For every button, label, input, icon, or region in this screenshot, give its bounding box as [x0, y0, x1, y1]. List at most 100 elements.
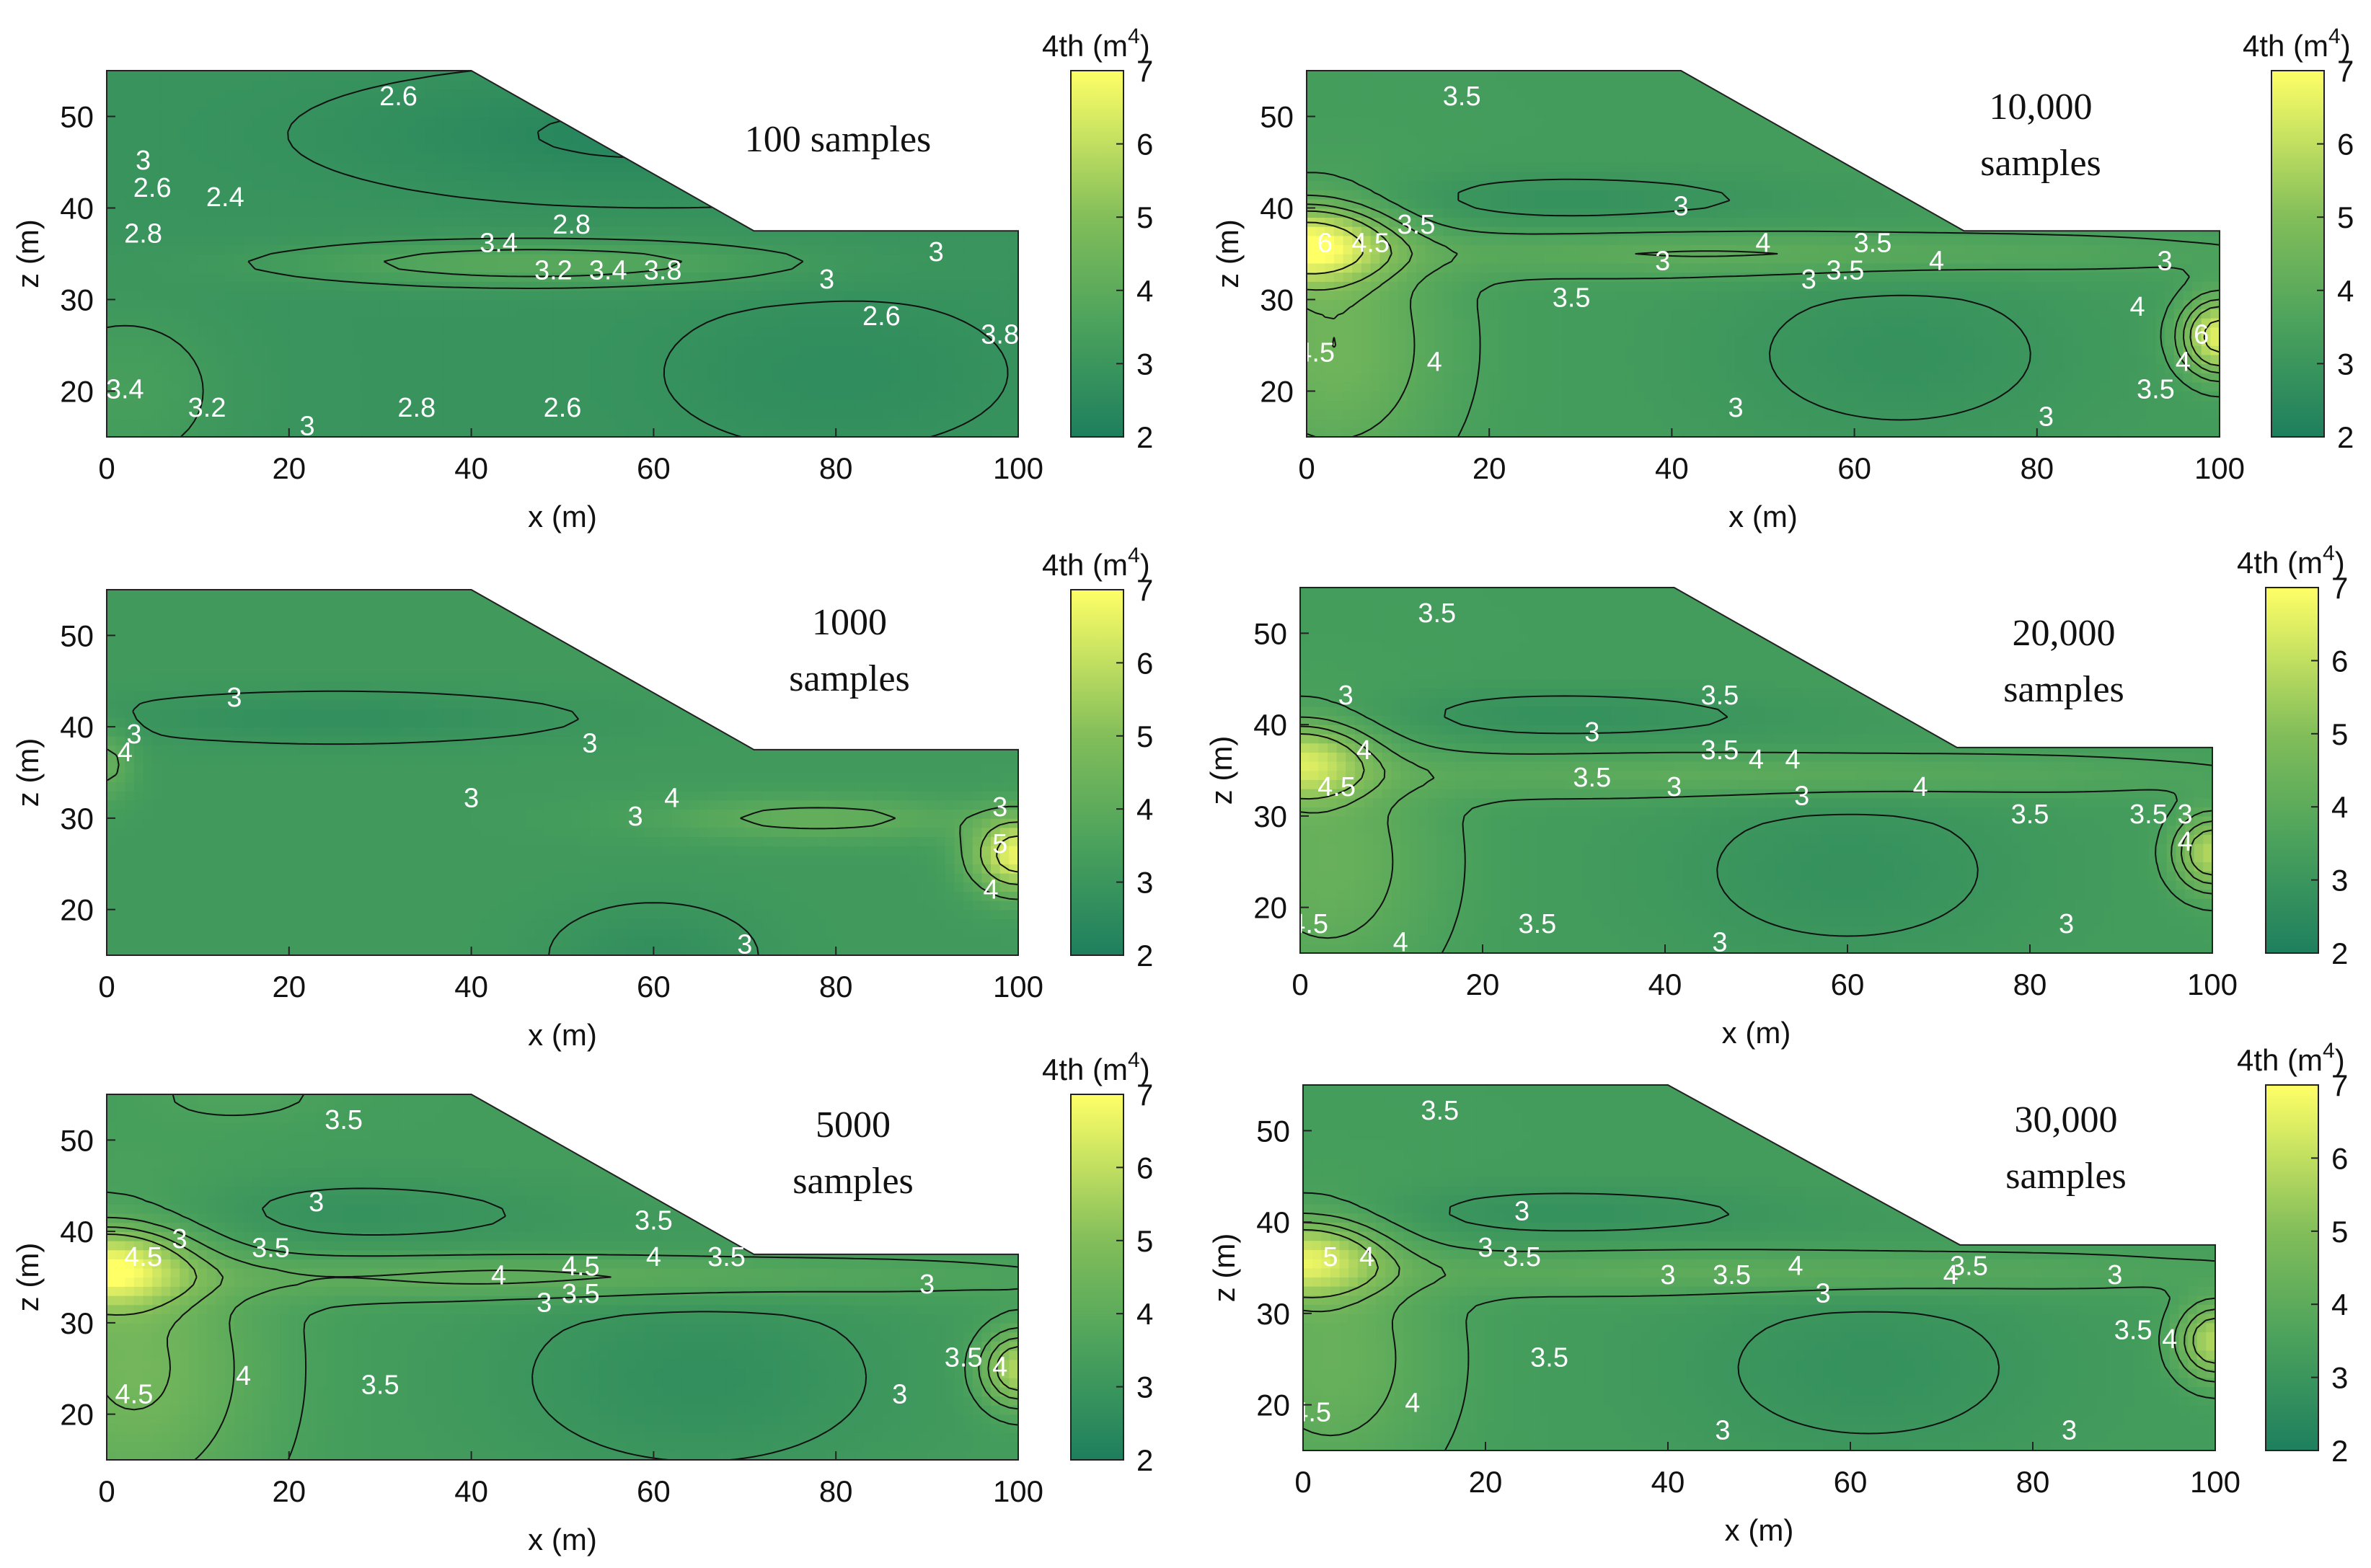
axes: 0 20 40 60 80 100 20 30 40 50 x (m) z (m): [11, 1094, 1043, 1556]
contour-label: 3.8: [644, 255, 682, 285]
contour-lines: [1307, 172, 2220, 437]
y-tick-label: 50: [60, 619, 94, 652]
y-tick-label: 40: [1260, 192, 1294, 226]
contour-label: 2.8: [552, 210, 591, 240]
x-tick-label: 40: [454, 451, 488, 485]
x-tick-label: 80: [819, 970, 853, 1004]
contour-label: 3.5: [1443, 81, 1481, 112]
contour-label: 4: [1427, 347, 1442, 377]
axes: 0 20 40 60 80 100 20 30 40 50 x (m) z (m): [1204, 588, 2238, 1050]
colorbar-tick-label: 5: [2331, 717, 2348, 751]
contour-line: [1303, 1228, 2215, 1364]
contour-label: 4: [1393, 927, 1408, 957]
contour-line: [1307, 210, 2220, 367]
x-tick-label: 60: [637, 451, 671, 485]
x-tick-label: 100: [2190, 1465, 2240, 1499]
contour-label: 2.4: [206, 182, 244, 213]
contour-label: 2.8: [124, 219, 162, 249]
colorbar-tick-label: 7: [2331, 1068, 2348, 1102]
panel-title-line: 10,000: [1990, 87, 2093, 128]
colorbar-tick-label: 4: [2331, 790, 2348, 824]
contour-label: 3.5: [252, 1233, 290, 1264]
colorbar-tick-label: 3: [1136, 347, 1153, 381]
contour-label: 4: [992, 1352, 1007, 1382]
y-tick-label: 40: [1253, 708, 1287, 742]
panel-title-line: 100 samples: [745, 119, 932, 160]
contour-label: 3.5: [2137, 375, 2175, 405]
y-axis-label: z (m): [11, 1243, 45, 1312]
contour-label: 3: [2157, 247, 2172, 277]
y-axis-label: z (m): [11, 219, 45, 288]
contour-label: 3: [1338, 681, 1354, 711]
colorbar-tick-label: 4: [1136, 274, 1153, 308]
contour-label: 4: [2176, 347, 2191, 377]
y-tick-label: 50: [60, 100, 94, 134]
colorbar-tick-label: 3: [2331, 864, 2348, 898]
colorbar-tick-label: 5: [1136, 200, 1153, 234]
x-tick-label: 0: [1298, 451, 1315, 485]
contour-label: 3.5: [1700, 681, 1739, 711]
contour-line: [1307, 203, 2220, 374]
contour-label: 4.5: [562, 1252, 600, 1282]
panel-title-line: samples: [1980, 143, 2101, 184]
y-tick-label: 40: [60, 192, 94, 226]
contour-label: 3: [1655, 247, 1670, 277]
colorbar-bar: [1070, 70, 1124, 438]
x-axis-label: x (m): [528, 500, 597, 533]
colorbar-tick-label: 5: [2337, 200, 2354, 234]
colorbar-label: 4th (m4): [1042, 25, 1150, 63]
panel-title: 10,000 samples: [1980, 87, 2101, 184]
contour-label: 4.5: [1290, 909, 1328, 939]
colorbar-tick-label: 7: [2331, 571, 2348, 605]
contour-label: 3: [1478, 1233, 1493, 1263]
contour-label: 4.5: [124, 1242, 162, 1272]
contour-label: 4.5: [1297, 338, 1335, 368]
contour-label: 4.5: [1293, 1397, 1331, 1427]
colorbar-label-superscript: 4: [1128, 544, 1140, 567]
contour-line: [107, 1233, 1018, 1391]
contour-label: 3.5: [945, 1343, 983, 1373]
contour-line: [107, 1226, 1018, 1411]
contour-label: 3: [126, 719, 141, 750]
contour-line: [1457, 178, 2031, 421]
contour-label: 3: [1728, 393, 1743, 423]
axes: 0 20 40 60 80 100 20 30 40 50 x (m) z (m): [1211, 71, 2245, 533]
contour-label: 4: [1405, 1388, 1420, 1419]
contour-label: 3.5: [1398, 210, 1436, 240]
contour-line: [1300, 695, 2212, 953]
y-tick-label: 30: [1256, 1297, 1290, 1331]
colorbar-tick-label: 6: [2331, 644, 2348, 678]
contour-label: 3.4: [106, 375, 144, 405]
colorbar-tick-label: 3: [1136, 866, 1153, 900]
contour-line: [1307, 172, 2220, 437]
colorbar-tick-label: 2: [1136, 420, 1153, 454]
x-tick-label: 60: [637, 970, 671, 1004]
contour-label: 3: [1712, 927, 1727, 957]
panel-title-line: samples: [2003, 669, 2124, 710]
contour-label: 3: [628, 802, 643, 832]
y-tick-label: 30: [60, 1306, 94, 1340]
contour-line: [1307, 221, 2220, 353]
contour-label: 4: [491, 1261, 506, 1291]
colorbar-tick-label: 7: [1136, 1078, 1153, 1112]
panel-title: 5000 samples: [792, 1104, 914, 1202]
y-tick-label: 50: [1253, 616, 1287, 650]
panel-title-line: samples: [789, 658, 910, 699]
contour-line: [261, 1187, 867, 1460]
y-tick-label: 50: [1256, 1114, 1290, 1148]
colorbar-label: 4th (m4): [1042, 544, 1150, 582]
colorbar-label-superscript: 4: [1128, 25, 1140, 48]
colorbar-tick-label: 7: [1136, 54, 1153, 88]
contour-label: 6: [2194, 319, 2209, 350]
contour-label: 4: [1913, 772, 1928, 802]
contour-label: 3: [737, 929, 752, 960]
contour-label: 4: [646, 1242, 661, 1272]
y-tick-label: 20: [1256, 1388, 1290, 1422]
x-axis-label: x (m): [528, 1018, 597, 1052]
contour-label: 3.5: [2114, 1315, 2153, 1345]
axes: 0 20 40 60 80 100 20 30 40 50 x (m) z (m): [11, 590, 1043, 1052]
